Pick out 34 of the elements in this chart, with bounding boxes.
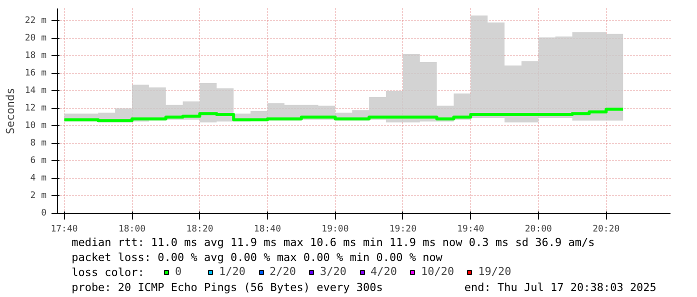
y-tick-label: 14 m bbox=[24, 86, 47, 96]
x-tick-label: 18:20 bbox=[186, 224, 214, 234]
y-tick-label: 10 m bbox=[24, 120, 47, 131]
x-tick-label: 17:40 bbox=[50, 224, 78, 234]
legend-label: 4/20 bbox=[370, 265, 397, 278]
text: probe: 20 ICMP Echo Pings (56 Bytes) every 300s bbox=[72, 281, 383, 294]
x-tick-label: 18:40 bbox=[254, 224, 282, 234]
legend-label: 19/20 bbox=[478, 265, 512, 278]
x-tick-label: 20:20 bbox=[592, 224, 620, 234]
y-tick-label: 16 m bbox=[24, 68, 47, 78]
text: packet loss: 0.00 % avg 0.00 % max 0.00 % min 0.00 % now bbox=[72, 251, 443, 264]
x-tick-label: 19:20 bbox=[389, 224, 416, 234]
x-tick-label: 20:00 bbox=[524, 224, 552, 234]
y-tick-label: 18 m bbox=[24, 50, 47, 61]
legend-label: 10/20 bbox=[421, 265, 454, 278]
text: end: Thu Jul 17 20:38:03 2025 bbox=[464, 281, 656, 294]
legend-label: 3/20 bbox=[320, 265, 346, 278]
y-tick-label: 4 m bbox=[30, 173, 47, 184]
x-tick-label: 18:00 bbox=[118, 224, 146, 234]
y-tick-label: 0 bbox=[41, 208, 47, 218]
legend-label: 1/20 bbox=[219, 265, 246, 278]
legend-label: 0 bbox=[175, 265, 183, 278]
legend-label: 2/20 bbox=[270, 265, 296, 278]
x-tick-label: 19:00 bbox=[322, 224, 349, 234]
y-tick-label: 22 m bbox=[24, 16, 47, 26]
y-tick-label: 6 m bbox=[30, 156, 47, 166]
y-tick-label: 20 m bbox=[24, 33, 47, 44]
y-tick-label: 8 m bbox=[30, 138, 47, 148]
text: median rtt: 11.0 ms avg 11.9 ms max 10.6 ms min 11.9 ms now 0.3 ms sd 36.9 am/s bbox=[72, 236, 595, 249]
y-axis-title: Seconds bbox=[4, 88, 17, 134]
y-tick-label: 2 m bbox=[30, 190, 47, 201]
y-tick-label: 12 m bbox=[24, 103, 47, 114]
legend-title: loss color: bbox=[72, 266, 144, 279]
x-tick-label: 19:40 bbox=[457, 224, 484, 234]
